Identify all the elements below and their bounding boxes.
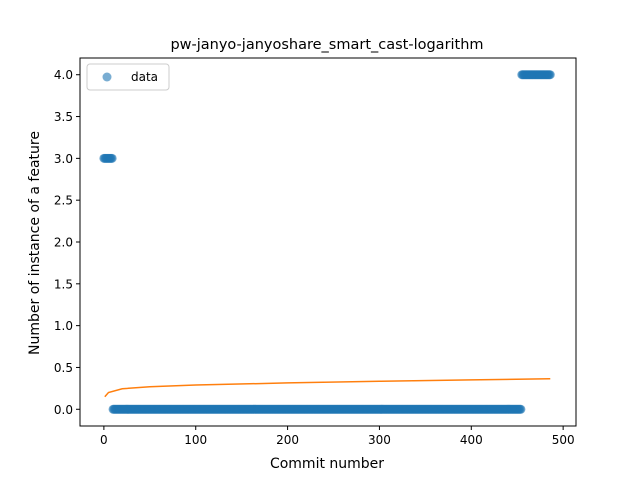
x-tick-label: 0 xyxy=(100,433,108,447)
y-tick-label: 4.0 xyxy=(54,68,73,82)
data-point xyxy=(545,70,555,80)
x-tick-label: 300 xyxy=(368,433,391,447)
legend-label-data: data xyxy=(131,70,158,84)
plot-area xyxy=(99,70,555,414)
legend: data xyxy=(86,63,170,91)
y-tick-label: 3.0 xyxy=(54,152,73,166)
axes-frame xyxy=(79,57,577,427)
y-tick-label: 2.0 xyxy=(54,236,73,250)
legend-box xyxy=(86,63,170,91)
legend-marker-data xyxy=(102,72,112,82)
x-tick-label: 100 xyxy=(184,433,207,447)
y-tick-label: 1.5 xyxy=(54,277,73,291)
x-tick-label: 200 xyxy=(276,433,299,447)
y-tick-label: 0.5 xyxy=(54,361,73,375)
y-tick-label: 3.5 xyxy=(54,110,73,124)
chart-title: pw-janyo-janyoshare_smart_cast-logarithm xyxy=(170,37,483,53)
fit-line xyxy=(104,378,551,398)
x-tick-label: 500 xyxy=(552,433,575,447)
x-axis-label: Commit number xyxy=(270,456,384,472)
data-point xyxy=(516,404,526,414)
y-tick-label: 0.0 xyxy=(54,403,73,417)
axis-ticks: 0 100 200 300 400 500 0.0 0.5 1.0 1.5 2.0 2.5 3.0 3.5… xyxy=(54,68,575,447)
y-axis-label: Number of instance of a feature xyxy=(27,131,43,355)
y-tick-label: 1.0 xyxy=(54,319,73,333)
data-point xyxy=(107,153,117,163)
x-tick-label: 400 xyxy=(460,433,483,447)
y-tick-label: 2.5 xyxy=(54,194,73,208)
